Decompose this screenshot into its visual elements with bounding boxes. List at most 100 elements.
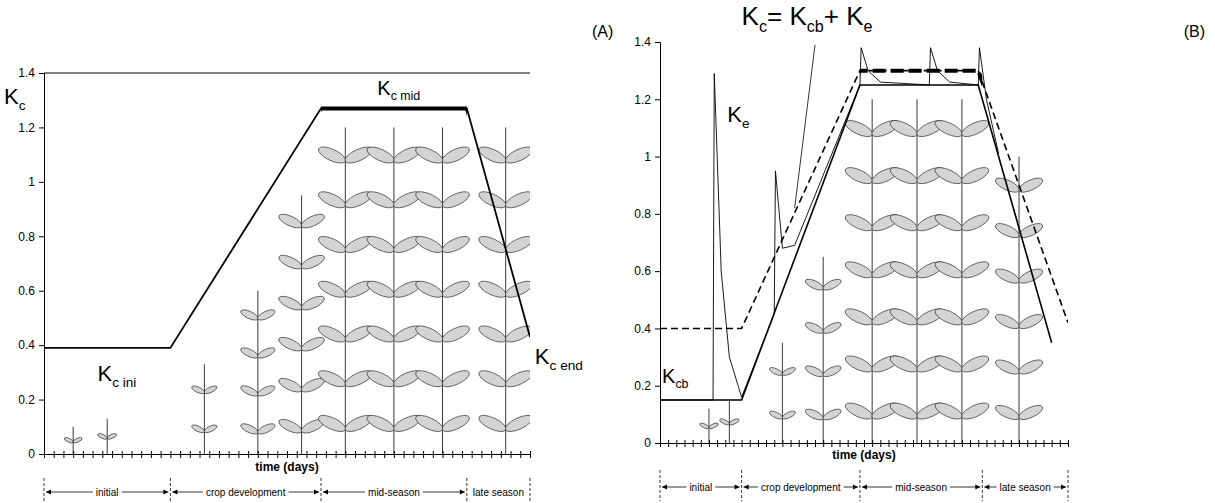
x-tick <box>946 440 947 447</box>
plant-leaf <box>365 367 397 390</box>
x-tick-mark <box>807 440 808 447</box>
y-axis: 00.20.40.60.811.21.4 <box>634 35 660 450</box>
plant-leaf <box>1017 402 1045 422</box>
stage-arrowhead <box>862 485 867 490</box>
plant-leaf <box>822 407 843 422</box>
x-tick <box>443 451 444 458</box>
plant-leaf <box>477 367 509 390</box>
x-tick-mark <box>848 440 849 447</box>
x-tick <box>229 451 230 458</box>
x-tick <box>1035 440 1036 447</box>
x-tick <box>921 440 922 447</box>
annotation-part: K <box>662 365 676 387</box>
plant-leaf <box>277 335 304 354</box>
stage-arrowhead <box>314 490 319 495</box>
x-tick <box>954 440 955 447</box>
x-tick-mark <box>905 440 906 447</box>
x-tick-mark <box>209 451 210 458</box>
x-tick-mark <box>287 451 288 458</box>
plant-leaf <box>440 278 472 301</box>
plant-layer <box>699 99 1045 443</box>
plant-leaf <box>413 144 445 167</box>
plant-leaf <box>477 323 509 346</box>
x-tick <box>170 451 171 458</box>
plant-leaf <box>503 412 530 435</box>
stage-separator <box>44 478 45 501</box>
x-tick-mark <box>717 440 718 447</box>
y-tick-mark <box>655 157 660 158</box>
plant-leaf <box>993 402 1021 422</box>
x-tick <box>929 440 930 447</box>
plant-leaf <box>203 423 218 434</box>
annotation-part: e <box>864 17 873 35</box>
x-tick-mark <box>365 451 366 458</box>
x-tick <box>937 440 938 447</box>
plant-leaf <box>804 407 825 422</box>
plant-leaf <box>699 422 710 430</box>
plant-illustration <box>365 127 423 454</box>
annotation-part: c ini <box>112 375 136 390</box>
x-tick <box>823 440 824 447</box>
y-tick-mark <box>655 99 660 100</box>
y-tick: 0 <box>644 436 660 450</box>
annotation-part: cb <box>675 377 688 391</box>
plant-leaf <box>477 412 509 435</box>
y-tick-label: 0.6 <box>18 284 35 298</box>
x-tick-mark <box>520 451 521 458</box>
y-tick: 0.2 <box>634 379 660 393</box>
x-tick <box>131 451 132 458</box>
stage-separator <box>530 478 531 501</box>
x-tick <box>717 440 718 447</box>
y-tick-label: 1.4 <box>18 66 35 80</box>
x-tick-mark <box>83 451 84 458</box>
x-tick <box>462 451 463 458</box>
plant-leaf <box>413 323 445 346</box>
plant-leaf <box>843 258 875 281</box>
x-tick-mark <box>268 451 269 458</box>
plant-leaf <box>768 410 783 421</box>
x-tick-mark <box>238 451 239 458</box>
plant-leaf <box>256 422 276 436</box>
plant-leaf <box>413 278 445 301</box>
plant-leaf <box>933 211 965 234</box>
x-tick-mark <box>462 451 463 458</box>
x-tick <box>374 451 375 458</box>
plant-stem <box>708 409 709 443</box>
plant-stem <box>782 343 783 443</box>
x-tick-mark <box>481 451 482 458</box>
plot-area <box>44 108 530 347</box>
pointer-line <box>795 45 815 208</box>
plant-leaf <box>959 258 991 281</box>
stage-arrowhead <box>853 485 858 490</box>
x-tick-mark <box>63 451 64 458</box>
y-tick-label: 1.2 <box>634 93 651 107</box>
x-tick <box>530 451 531 458</box>
annotation-part: K <box>377 77 391 99</box>
y-tick-mark <box>39 291 44 292</box>
x-tick-mark <box>443 451 444 458</box>
x-tick <box>1019 440 1020 447</box>
plant-leaf <box>888 117 920 140</box>
x-tick <box>472 451 473 458</box>
panel: 00.20.40.60.811.21.4Kc iniKc midKc endKc… <box>4 23 613 501</box>
x-tick <box>413 451 414 458</box>
x-tick <box>888 440 889 447</box>
x-tick-mark <box>913 440 914 447</box>
plant-leaf <box>440 367 472 390</box>
x-tick <box>725 440 726 447</box>
plant-leaf <box>365 144 397 167</box>
y-tick-mark <box>39 127 44 128</box>
y-tick-mark <box>655 328 660 329</box>
x-tick <box>190 451 191 458</box>
plant-leaf <box>933 258 965 281</box>
plant-leaf <box>843 400 875 423</box>
x-tick <box>501 451 502 458</box>
x-tick-mark <box>219 451 220 458</box>
panel-label: (A) <box>592 23 613 40</box>
x-tick-mark <box>345 451 346 458</box>
panel-label: (B) <box>1184 23 1205 40</box>
x-tick-mark <box>978 440 979 447</box>
x-tick-mark <box>151 451 152 458</box>
x-tick <box>316 451 317 458</box>
x-tick-mark <box>921 440 922 447</box>
